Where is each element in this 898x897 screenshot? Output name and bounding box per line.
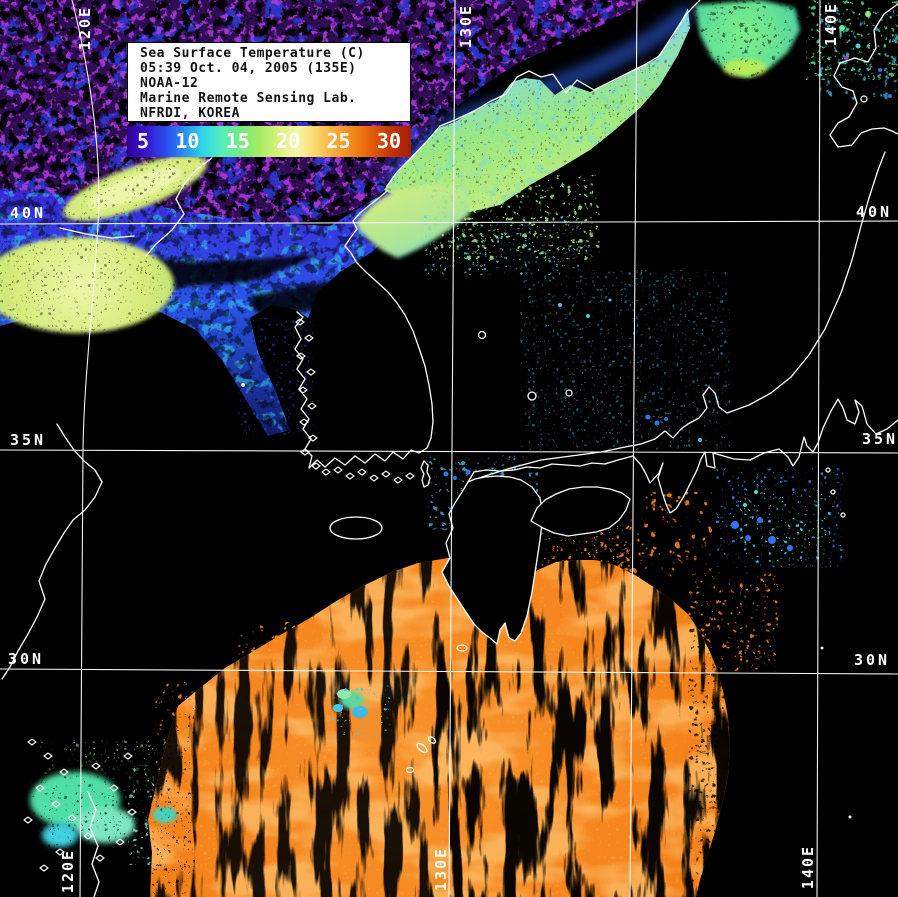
island-amami-3	[405, 766, 415, 774]
coastline-zhejiang	[87, 791, 100, 897]
island-amami-2	[427, 736, 437, 744]
parallel-30n	[0, 668, 898, 675]
meridian-120e	[71, 0, 100, 897]
lat-label-40n-right: 40N	[856, 203, 893, 221]
lat-label-30n-left: 30N	[8, 650, 45, 668]
coastline-shikoku	[530, 486, 631, 537]
parallel-40n	[0, 220, 898, 225]
meridian-130e	[448, 0, 456, 897]
lon-label-130e-top: 130E	[457, 3, 475, 49]
lon-label-140e-top: 140E	[822, 1, 840, 47]
scale-value-10: 10	[175, 129, 200, 153]
coastline-primorye	[386, 0, 701, 187]
island-tsushima	[420, 460, 431, 488]
parallel-35n	[0, 449, 898, 454]
island-izu-1	[825, 467, 831, 473]
cloud-wedge	[250, 262, 400, 312]
island-amami-1	[416, 742, 428, 754]
ne-blob-dither	[690, 0, 810, 90]
lon-label-120e-top: 120E	[76, 5, 94, 51]
coastline-liaodong	[145, 157, 213, 257]
scale-value-25: 25	[326, 129, 351, 153]
lon-label-120e-bottom: 120E	[59, 848, 77, 894]
map-datetime: 05:39 Oct. 04, 2005 (135E)	[140, 61, 357, 76]
lon-label-130e-bottom: 130E	[432, 846, 450, 892]
bohai-warm-patches	[0, 155, 230, 340]
yellow-sea-speckle	[238, 318, 313, 436]
island-ulleung	[477, 330, 487, 340]
coastline-china	[1, 423, 103, 680]
island-izu-3	[840, 512, 846, 518]
scale-value-5: 5	[137, 129, 150, 153]
island-izu-2	[830, 489, 836, 495]
map-title: Sea Surface Temperature (C)	[140, 46, 365, 61]
cloud-gap-dots	[443, 11, 892, 551]
scale-value-20: 20	[276, 129, 301, 153]
meridian-140e	[816, 0, 821, 897]
china-coast-teal-patches	[20, 760, 177, 870]
agency-name: NFRDI, KOREA	[140, 106, 240, 121]
island-oki-2	[565, 389, 573, 397]
island-hakodate	[860, 95, 868, 103]
scale-value-15: 15	[225, 129, 250, 153]
coastline-hokkaido	[829, 3, 898, 148]
coastline-bohai-north	[59, 227, 135, 239]
lat-label-30n-right: 30N	[854, 651, 891, 669]
meridian-135e	[629, 0, 638, 897]
island-clutter	[23, 318, 852, 872]
temperature-color-scale: 5 10 15 20 25 30	[127, 126, 411, 157]
lat-label-40n-left: 40N	[10, 204, 47, 222]
organization-name: Marine Remote Sensing Lab.	[140, 91, 357, 106]
lon-label-140e-bottom: 140E	[799, 844, 817, 890]
island-oki-1	[527, 391, 537, 401]
coastline-korea	[294, 189, 434, 469]
scale-value-30: 30	[376, 129, 401, 153]
satellite-name: NOAA-12	[140, 76, 199, 91]
island-jeju	[329, 516, 383, 540]
coastline-kyushu	[441, 475, 544, 645]
lat-label-35n-right: 35N	[862, 430, 898, 448]
title-box: Sea Surface Temperature (C) 05:39 Oct. 0…	[127, 42, 411, 122]
island-osumi	[456, 644, 468, 652]
lat-label-35n-left: 35N	[10, 431, 47, 449]
